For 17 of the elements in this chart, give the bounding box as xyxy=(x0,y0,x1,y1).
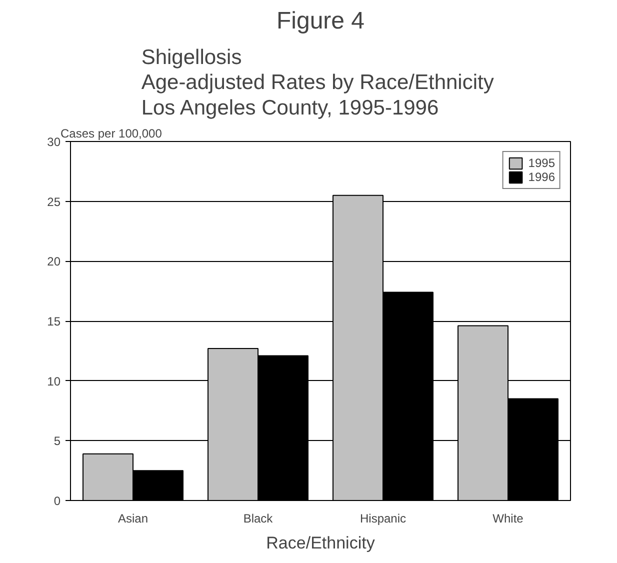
y-tick-label: 15 xyxy=(47,314,61,328)
legend-label: 1996 xyxy=(528,170,555,184)
chart-subtitle: Shigellosis Age-adjusted Rates by Race/Ethnicity Los Angeles County, 1995-1996 xyxy=(141,46,494,120)
y-tick-label: 25 xyxy=(47,194,61,209)
y-tick-label: 0 xyxy=(54,494,61,508)
x-tick-label: Black xyxy=(243,512,274,526)
y-tick-label: 30 xyxy=(47,135,61,149)
y-axis-title: Cases per 100,000 xyxy=(60,126,162,140)
x-tick-label: Asian xyxy=(118,512,148,526)
y-tick-label: 5 xyxy=(54,434,61,448)
y-tick-label: 10 xyxy=(47,374,61,388)
y-tick-label: 20 xyxy=(47,254,61,269)
x-axis-title: Race/Ethnicity xyxy=(266,534,376,552)
x-tick-label: White xyxy=(492,512,524,526)
x-tick-label: Hispanic xyxy=(360,512,406,526)
legend-label: 1995 xyxy=(528,156,555,170)
chart-title: Figure 4 xyxy=(276,8,365,34)
